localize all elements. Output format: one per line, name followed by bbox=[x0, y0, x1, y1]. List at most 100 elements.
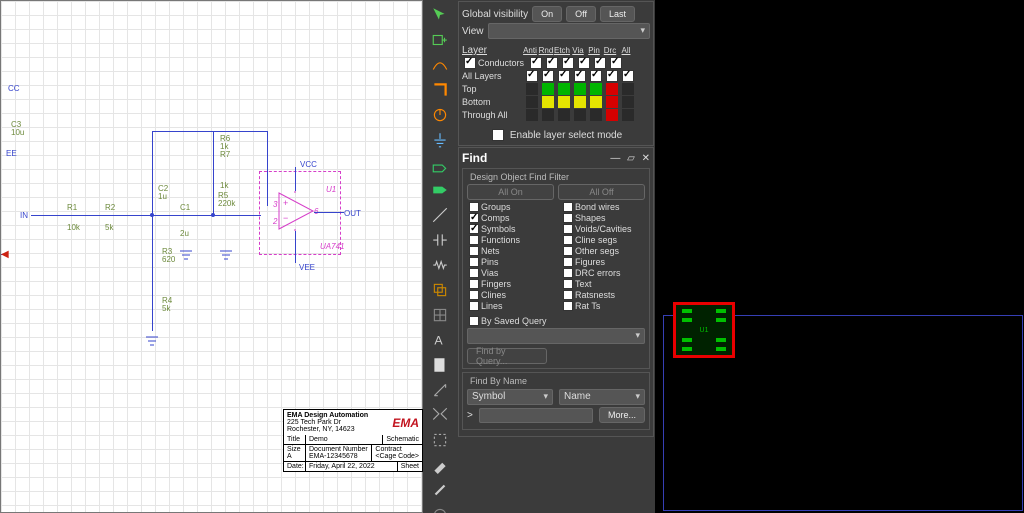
cb[interactable] bbox=[530, 57, 542, 69]
cb[interactable] bbox=[610, 57, 622, 69]
sw[interactable] bbox=[622, 83, 634, 95]
tool-netlabel[interactable] bbox=[426, 153, 454, 177]
tool-text[interactable]: A bbox=[426, 328, 454, 352]
tool-res[interactable] bbox=[426, 253, 454, 277]
cb[interactable] bbox=[606, 70, 618, 82]
sw[interactable] bbox=[558, 96, 570, 108]
find-cb[interactable] bbox=[469, 202, 479, 212]
vis-off-button[interactable]: Off bbox=[566, 6, 596, 22]
find-input[interactable] bbox=[479, 408, 593, 423]
saved-query-dropdown[interactable] bbox=[467, 328, 645, 344]
find-cb[interactable] bbox=[469, 268, 479, 278]
cb[interactable] bbox=[546, 57, 558, 69]
sw[interactable] bbox=[606, 109, 618, 121]
cb[interactable] bbox=[622, 70, 634, 82]
find-cb[interactable] bbox=[563, 235, 573, 245]
cb[interactable] bbox=[590, 70, 602, 82]
find-cb[interactable] bbox=[469, 224, 479, 234]
cb[interactable] bbox=[562, 57, 574, 69]
find-cb[interactable] bbox=[469, 257, 479, 267]
enable-layer-select-checkbox[interactable] bbox=[492, 129, 504, 141]
find-cb[interactable] bbox=[469, 279, 479, 289]
tool-power[interactable] bbox=[426, 103, 454, 127]
tool-slash[interactable] bbox=[426, 478, 454, 502]
conductors-checkbox[interactable] bbox=[464, 57, 476, 69]
cb[interactable] bbox=[574, 70, 586, 82]
hdr-pin: Pin bbox=[586, 46, 602, 55]
tool-page[interactable] bbox=[426, 353, 454, 377]
find-by-query-button[interactable]: Find by Query... bbox=[467, 348, 547, 364]
find-filter-other segs: Other segs bbox=[561, 246, 645, 256]
tool-line[interactable] bbox=[426, 203, 454, 227]
sw[interactable] bbox=[542, 109, 554, 121]
vis-on-button[interactable]: On bbox=[532, 6, 562, 22]
sw[interactable] bbox=[526, 109, 538, 121]
sw[interactable] bbox=[574, 96, 586, 108]
sw[interactable] bbox=[558, 83, 570, 95]
sw[interactable] bbox=[526, 96, 538, 108]
sw[interactable] bbox=[606, 83, 618, 95]
find-cb[interactable] bbox=[563, 202, 573, 212]
find-cb[interactable] bbox=[563, 213, 573, 223]
find-cb[interactable] bbox=[469, 246, 479, 256]
close-icon[interactable]: ✕ bbox=[642, 153, 650, 164]
sw[interactable] bbox=[542, 96, 554, 108]
find-cb[interactable] bbox=[563, 246, 573, 256]
find-cb[interactable] bbox=[563, 290, 573, 300]
tool-port[interactable] bbox=[426, 178, 454, 202]
find-cb[interactable] bbox=[563, 224, 573, 234]
find-cb[interactable] bbox=[563, 257, 573, 267]
find-cb[interactable] bbox=[469, 290, 479, 300]
sw[interactable] bbox=[526, 83, 538, 95]
selected-component[interactable]: U1 bbox=[673, 302, 735, 358]
tool-misc1[interactable] bbox=[426, 503, 454, 513]
tool-cursor[interactable] bbox=[426, 3, 454, 27]
sw[interactable] bbox=[606, 96, 618, 108]
find-cb[interactable] bbox=[563, 301, 573, 311]
tool-meas2[interactable] bbox=[426, 403, 454, 427]
find-cb[interactable] bbox=[469, 301, 479, 311]
schematic-canvas[interactable]: CC EE IN OUT VCC VEE R1 10k R2 5k R3 620… bbox=[0, 0, 423, 513]
dock-icon[interactable]: ▱ bbox=[627, 153, 635, 164]
sw[interactable] bbox=[558, 109, 570, 121]
tool-paint[interactable] bbox=[426, 453, 454, 477]
sw[interactable] bbox=[622, 96, 634, 108]
find-all-on-button[interactable]: All On bbox=[467, 184, 554, 200]
cb[interactable] bbox=[558, 70, 570, 82]
find-more-button[interactable]: More... bbox=[599, 407, 645, 423]
cb[interactable] bbox=[594, 57, 606, 69]
sw[interactable] bbox=[590, 109, 602, 121]
find-cb[interactable] bbox=[469, 235, 479, 245]
find-cb[interactable] bbox=[469, 213, 479, 223]
find-cb[interactable] bbox=[563, 268, 573, 278]
tool-meas1[interactable] bbox=[426, 378, 454, 402]
tool-grid[interactable] bbox=[426, 303, 454, 327]
pcb-canvas[interactable]: U1 bbox=[655, 0, 1024, 513]
tool-crop[interactable] bbox=[426, 428, 454, 452]
sw[interactable] bbox=[622, 109, 634, 121]
tool-copy[interactable] bbox=[426, 278, 454, 302]
minimize-icon[interactable]: — bbox=[610, 153, 620, 164]
find-all-off-button[interactable]: All Off bbox=[558, 184, 645, 200]
sw[interactable] bbox=[590, 83, 602, 95]
vis-view-dropdown[interactable] bbox=[488, 23, 651, 39]
tool-cap[interactable] bbox=[426, 228, 454, 252]
sw[interactable] bbox=[590, 96, 602, 108]
tool-wire[interactable] bbox=[426, 53, 454, 77]
cb[interactable] bbox=[578, 57, 590, 69]
cb[interactable] bbox=[542, 70, 554, 82]
tool-ground[interactable] bbox=[426, 128, 454, 152]
sw[interactable] bbox=[574, 83, 586, 95]
ground-symbol bbox=[179, 249, 193, 261]
tool-bus[interactable] bbox=[426, 78, 454, 102]
sw[interactable] bbox=[574, 109, 586, 121]
find-cb[interactable] bbox=[563, 279, 573, 289]
find-type-dropdown[interactable]: Symbol bbox=[467, 389, 553, 405]
tool-add-part[interactable] bbox=[426, 28, 454, 52]
by-saved-query-checkbox[interactable] bbox=[469, 316, 479, 326]
sw[interactable] bbox=[542, 83, 554, 95]
cb[interactable] bbox=[526, 70, 538, 82]
find-name-dropdown[interactable]: Name bbox=[559, 389, 645, 405]
vis-last-button[interactable]: Last bbox=[600, 6, 635, 22]
tb-contract: <Cage Code> bbox=[375, 453, 419, 460]
